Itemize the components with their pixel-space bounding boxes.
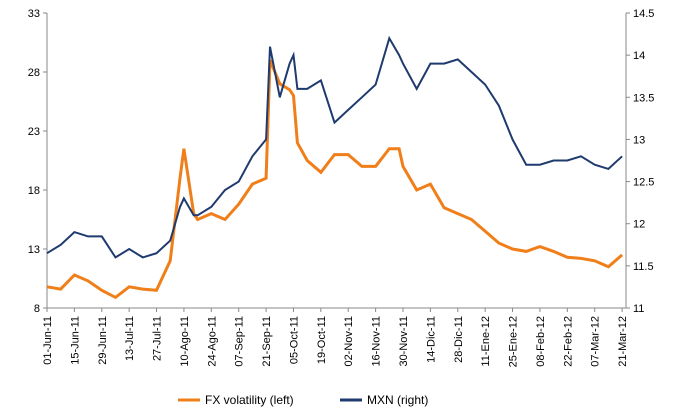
x-tick-label: 07-Mar-12 <box>590 316 602 367</box>
x-tick-label: 29-Jun-11 <box>97 316 109 365</box>
x-tick-label: 01-Jun-11 <box>42 316 54 365</box>
y2-tick-label: 14 <box>633 50 645 62</box>
y2-tick-label: 14.5 <box>633 8 654 20</box>
y2-tick-label: 12.5 <box>633 177 654 189</box>
y-tick-label: 33 <box>28 8 40 20</box>
x-tick-label: 15-Jun-11 <box>69 316 81 365</box>
y2-tick-label: 11.5 <box>633 261 654 273</box>
x-tick-label: 08-Feb-12 <box>535 316 547 367</box>
x-tick-label: 16-Nov-11 <box>371 316 383 367</box>
y-tick-label: 8 <box>34 303 40 315</box>
x-tick-label: 14-Dic-11 <box>425 316 437 363</box>
x-tick-label: 22-Feb-12 <box>562 316 574 367</box>
legend-label: MXN (right) <box>367 393 428 407</box>
y2-tick-label: 12 <box>633 219 645 231</box>
x-tick-label: 05-Oct-11 <box>288 316 300 364</box>
y-tick-label: 23 <box>28 126 40 138</box>
x-tick-label: 30-Nov-11 <box>398 316 410 367</box>
y2-tick-label: 11 <box>633 303 644 315</box>
y-tick-label: 28 <box>28 67 40 79</box>
y-tick-label: 18 <box>28 185 40 197</box>
y2-tick-label: 13 <box>633 134 645 146</box>
x-tick-label: 10-Ago-11 <box>179 316 191 367</box>
x-tick-label: 19-Oct-11 <box>316 316 328 364</box>
x-tick-label: 07-Sep-11 <box>234 316 246 367</box>
x-tick-label: 24-Ago-11 <box>206 316 218 367</box>
series-line <box>46 59 624 300</box>
x-tick-label: 13-Jul-11 <box>124 316 136 361</box>
x-tick-label: 11-Ene-12 <box>480 316 492 367</box>
y-tick-label: 13 <box>28 244 40 256</box>
x-tick-label: 25-Ene-12 <box>508 316 520 367</box>
series-line <box>46 35 623 259</box>
x-tick-label: 21-Mar-12 <box>617 316 629 367</box>
y2-tick-label: 13.5 <box>633 92 654 104</box>
x-tick-label: 28-Dic-11 <box>453 316 465 363</box>
x-tick-label: 02-Nov-11 <box>343 316 355 367</box>
legend-label: FX volatility (left) <box>205 393 294 407</box>
x-tick-label: 27-Jul-11 <box>152 316 164 361</box>
x-tick-label: 21-Sep-11 <box>261 316 273 367</box>
